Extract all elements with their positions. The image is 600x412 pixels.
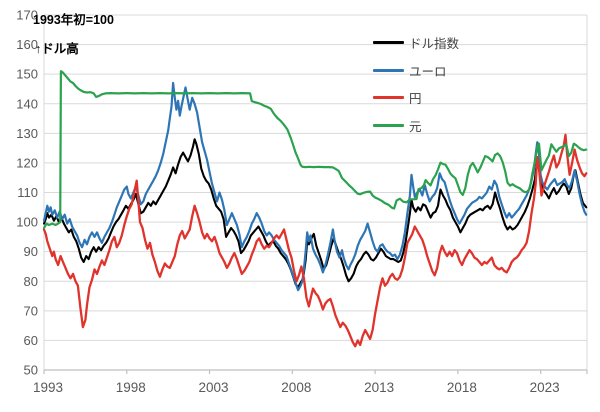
x-tick-label-2018: 2018 <box>447 380 477 395</box>
y-tick-label-170: 170 <box>16 8 38 23</box>
series-line-2 <box>42 133 588 348</box>
legend-swatch-2 <box>373 96 404 100</box>
legend-item-1: ユーロ <box>373 57 459 85</box>
y-tick-label-150: 150 <box>16 67 38 82</box>
x-tick-label-2003: 2003 <box>199 380 229 395</box>
y-tick-label-60: 60 <box>24 333 38 348</box>
y-tick-label-140: 140 <box>16 96 38 111</box>
y-tick-label-120: 120 <box>16 155 38 170</box>
legend: ドル指数 ユーロ円元 <box>373 29 459 139</box>
legend-label-1: ユーロ <box>409 64 447 79</box>
x-tick-label-2008: 2008 <box>281 380 311 395</box>
legend-label-3: 元 <box>409 119 422 134</box>
y-tick-label-100: 100 <box>16 215 38 230</box>
y-tick-label-90: 90 <box>24 244 38 259</box>
x-tick-label-1993: 1993 <box>33 380 63 395</box>
legend-label-2: 円 <box>409 92 422 107</box>
legend-item-0: ドル指数 <box>373 29 459 57</box>
base-index-annotation: 1993年初=100 <box>33 13 114 27</box>
legend-swatch-3 <box>373 123 404 127</box>
series-line-1 <box>42 81 588 292</box>
y-tick-label-160: 160 <box>16 37 38 52</box>
dollar-strength-direction-annotation: ↑ドル高 <box>35 42 79 56</box>
y-tick-label-130: 130 <box>16 126 38 141</box>
legend-label-0: ドル指数 <box>409 37 460 52</box>
x-tick-label-2013: 2013 <box>364 380 394 395</box>
legend-swatch-0 <box>373 41 404 45</box>
legend-item-2: 円 <box>373 84 459 112</box>
x-tick-label-2023: 2023 <box>530 380 560 395</box>
y-tick-label-110: 110 <box>17 185 38 200</box>
y-tick-label-80: 80 <box>24 274 38 289</box>
legend-item-3: 元 <box>373 112 459 140</box>
y-tick-label-50: 50 <box>24 363 38 378</box>
x-tick-label-1998: 1998 <box>116 380 146 395</box>
y-tick-label-70: 70 <box>24 303 38 318</box>
legend-swatch-1 <box>373 68 404 72</box>
series-line-3 <box>42 70 588 230</box>
